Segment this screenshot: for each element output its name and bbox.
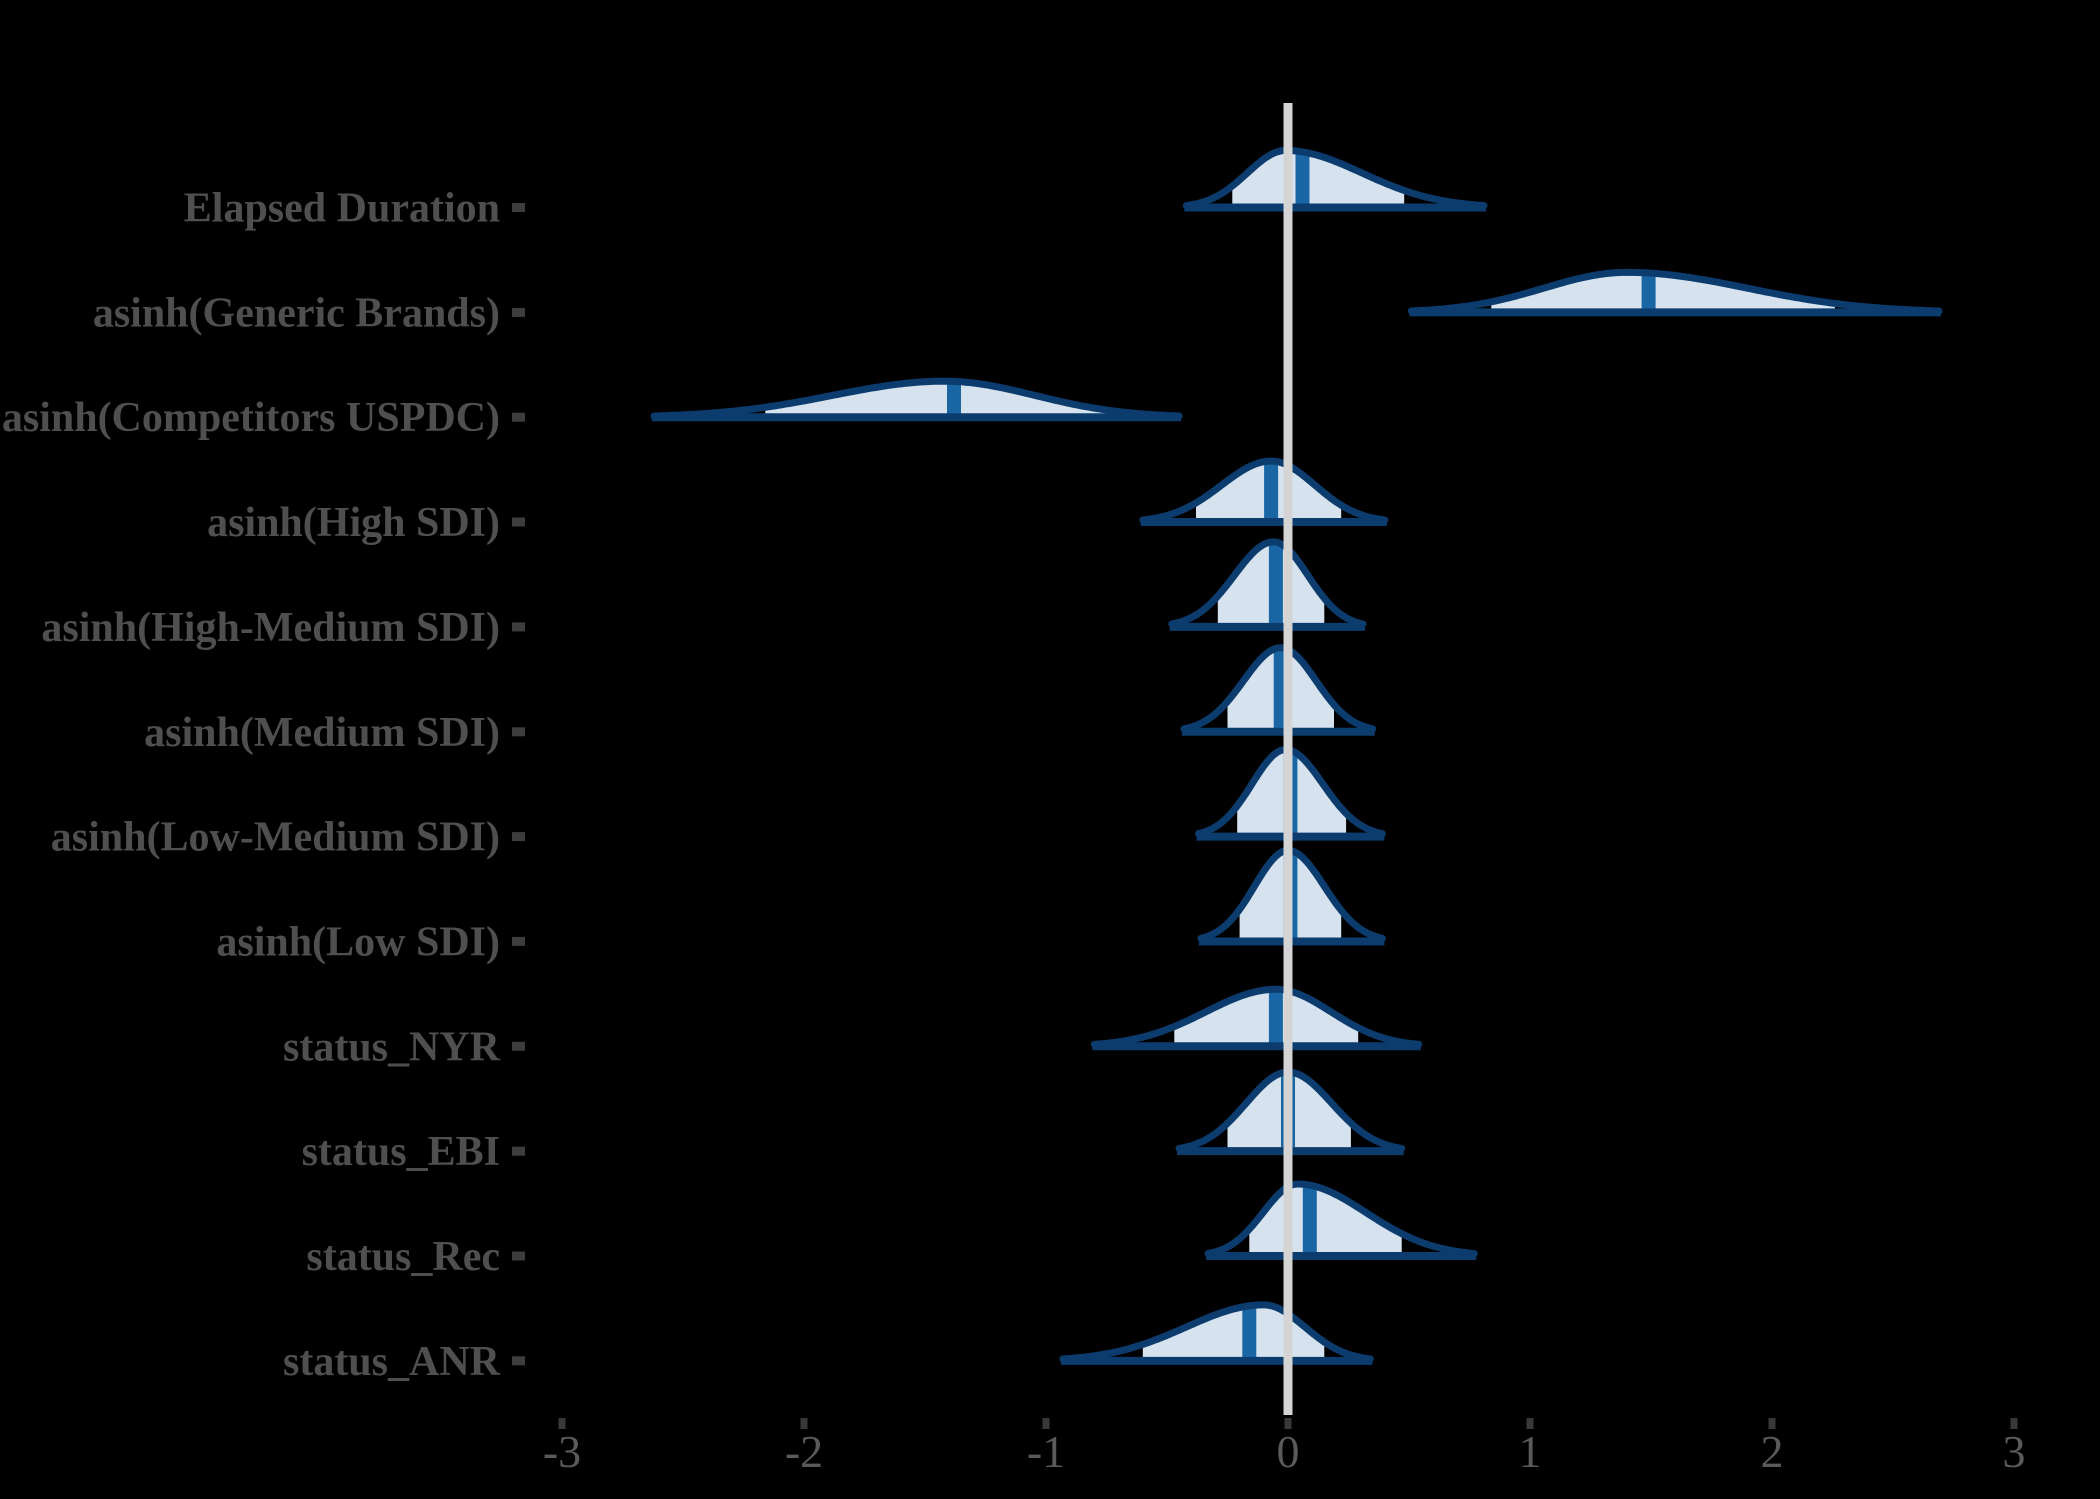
density-outline [1168, 538, 1367, 628]
density-row: asinh(Low SDI) [216, 847, 1386, 965]
density-outline [650, 377, 1183, 420]
row-label: status_Rec [306, 1234, 500, 1280]
median-line [1295, 153, 1310, 208]
y-axis-tick [512, 517, 525, 527]
median-line [947, 383, 961, 418]
density-row: status_EBI [302, 1068, 1406, 1175]
x-axis-tick [558, 1418, 566, 1429]
row-label: asinh(Low-Medium SDI) [51, 815, 500, 861]
x-axis-tick-label: 3 [2003, 1426, 2026, 1477]
y-axis-tick [512, 936, 525, 946]
x-axis-tick-label: -2 [785, 1426, 823, 1477]
density-row: status_Rec [306, 1180, 1478, 1280]
x-axis-tick [2010, 1418, 2018, 1429]
x-axis-tick [1768, 1418, 1776, 1429]
row-label: Elapsed Duration [184, 186, 500, 232]
y-axis-tick [512, 1356, 525, 1366]
row-label: asinh(Competitors USPDC) [2, 395, 500, 441]
median-line [1242, 1307, 1257, 1361]
credible-interval-fill [1142, 1304, 1325, 1361]
y-axis-tick [512, 622, 525, 632]
density-outline [1204, 1180, 1478, 1257]
x-axis-tick [800, 1418, 808, 1429]
density-row: Elapsed Duration [184, 147, 1488, 232]
median-line [1268, 991, 1283, 1047]
density-outline [1180, 644, 1377, 733]
density-row: status_ANR [283, 1301, 1374, 1385]
density-row: asinh(Low-Medium SDI) [51, 746, 1386, 861]
y-axis-tick [512, 1251, 525, 1261]
x-axis-tick-label: 0 [1277, 1426, 1300, 1477]
median-line [1264, 463, 1279, 522]
y-axis-tick [512, 1041, 525, 1051]
y-axis-tick [512, 727, 525, 737]
x-axis-tick [1526, 1418, 1534, 1429]
density-outline [1090, 985, 1423, 1048]
row-label: asinh(Generic Brands) [93, 290, 500, 336]
density-row: asinh(Competitors USPDC) [2, 377, 1183, 441]
row-label: asinh(High SDI) [207, 500, 500, 546]
x-axis: -3 -2 -1 0 1 2 3 [543, 1418, 2026, 1477]
median-line [1302, 1187, 1317, 1256]
density-outline [1182, 147, 1488, 210]
x-axis-tick-label: 1 [1519, 1426, 1542, 1477]
row-label: status_NYR [283, 1024, 501, 1070]
median-line [1268, 544, 1283, 627]
y-axis-tick [512, 203, 525, 212]
density-row: asinh(High SDI) [207, 457, 1389, 546]
credible-interval-fill [765, 381, 1109, 418]
density-outline [1059, 1301, 1374, 1363]
x-axis-tick-label: -1 [1027, 1426, 1065, 1477]
median-line [1641, 275, 1656, 313]
x-axis-tick-label: 2 [1761, 1426, 1784, 1477]
x-axis-tick-label: -3 [543, 1426, 581, 1477]
row-label: asinh(Medium SDI) [144, 710, 500, 756]
y-axis-tick [512, 412, 525, 422]
density-row: asinh(High-Medium SDI) [41, 538, 1367, 651]
y-axis-tick [512, 832, 525, 842]
density-row: status_NYR [283, 985, 1423, 1070]
credible-interval-fill [1174, 989, 1359, 1047]
x-axis-tick [1284, 1418, 1292, 1429]
row-label: status_EBI [302, 1129, 500, 1175]
density-row: asinh(Generic Brands) [93, 268, 1943, 336]
density-row: asinh(Medium SDI) [144, 644, 1377, 756]
row-label: asinh(Low SDI) [216, 919, 500, 965]
y-axis-tick [512, 307, 525, 317]
row-label: asinh(High-Medium SDI) [41, 605, 500, 651]
density-outline [1139, 457, 1389, 524]
credible-interval-fill [1232, 150, 1405, 208]
density-outline [1407, 268, 1943, 315]
row-label: status_ANR [283, 1339, 501, 1385]
y-axis-tick [512, 1146, 525, 1156]
x-axis-tick [1042, 1418, 1050, 1429]
